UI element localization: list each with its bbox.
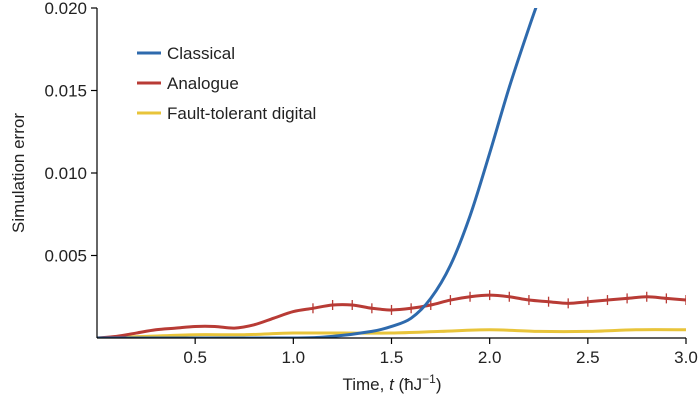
x-ticks: 0.5 1.0 1.5 2.0 2.5 3.0 (183, 338, 698, 367)
series-line-classical (97, 8, 538, 338)
x-tick-label: 2.0 (478, 348, 502, 367)
series-layer (97, 8, 686, 338)
y-axis-label: Simulation error (9, 113, 28, 233)
x-tick-label: 2.5 (576, 348, 600, 367)
x-axis-label: Time, t (ħJ−1) (342, 372, 441, 394)
legend-label: Fault-tolerant digital (167, 104, 316, 123)
y-tick-label: 0.020 (44, 0, 87, 18)
legend-label: Analogue (167, 74, 239, 93)
y-tick-label: 0.005 (44, 247, 87, 266)
y-ticks: 0.005 0.010 0.015 0.020 (44, 0, 97, 266)
x-tick-label: 0.5 (183, 348, 207, 367)
y-tick-label: 0.010 (44, 164, 87, 183)
y-tick-label: 0.015 (44, 82, 87, 101)
x-tick-label: 1.0 (282, 348, 306, 367)
x-tick-label: 1.5 (380, 348, 404, 367)
series-line-fault-tolerant-digital (97, 328, 686, 338)
legend-label: Classical (167, 44, 235, 63)
legend: Classical Analogue Fault-tolerant digital (137, 44, 316, 123)
x-tick-label: 3.0 (674, 348, 698, 367)
